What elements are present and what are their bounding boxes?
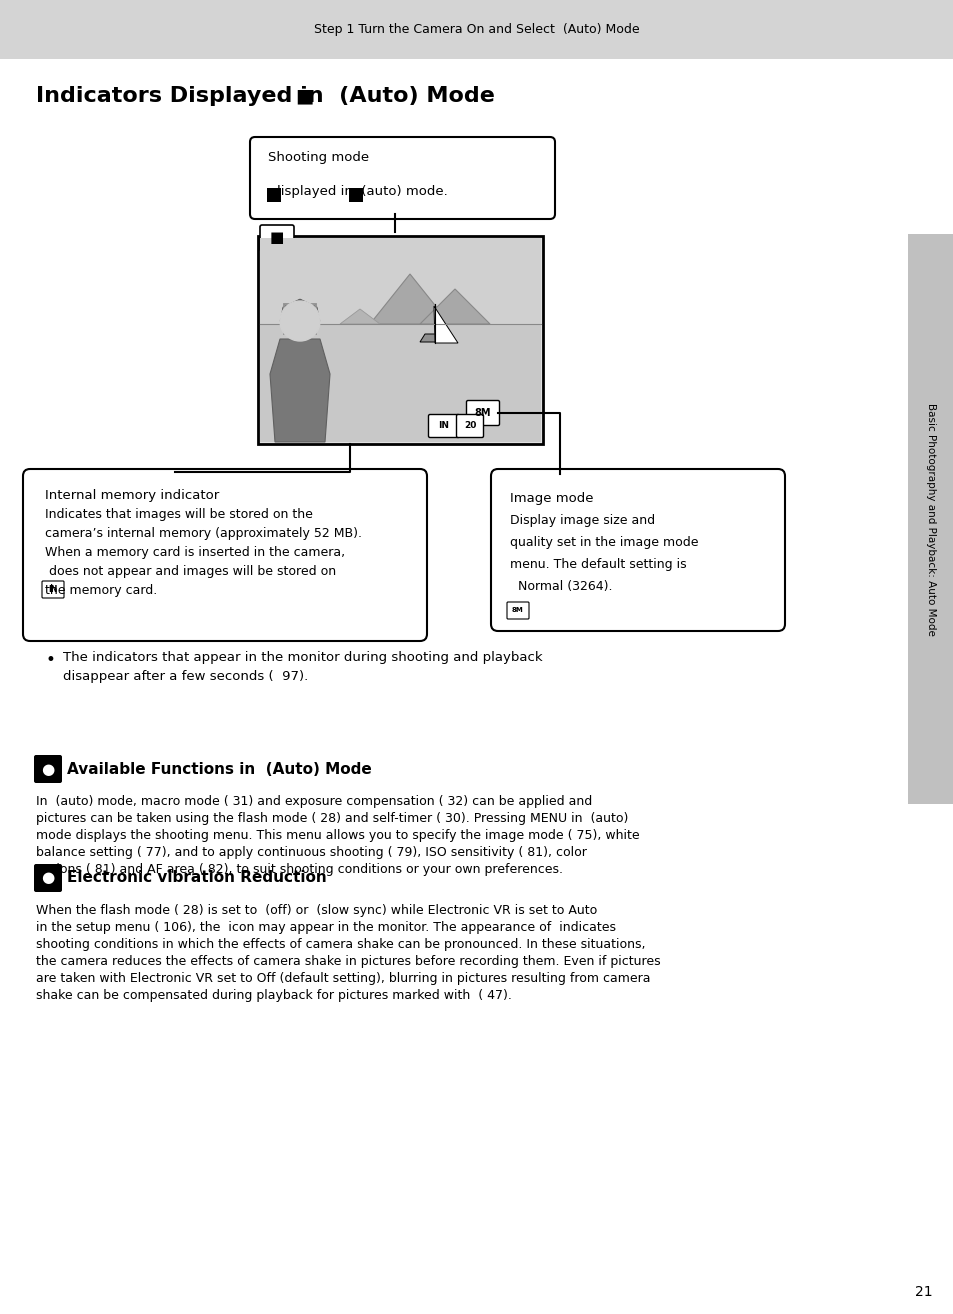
Text: displayed in  (auto) mode.: displayed in (auto) mode. bbox=[268, 185, 447, 198]
Polygon shape bbox=[280, 300, 319, 328]
Polygon shape bbox=[419, 289, 490, 325]
FancyBboxPatch shape bbox=[42, 581, 64, 598]
Text: shake can be compensated during playback for pictures marked with  ( 47).: shake can be compensated during playback… bbox=[36, 989, 512, 1003]
Polygon shape bbox=[434, 306, 457, 343]
Text: Display image size and: Display image size and bbox=[510, 514, 655, 527]
Text: Step 1 Turn the Camera On and Select  (Auto) Mode: Step 1 Turn the Camera On and Select (Au… bbox=[314, 24, 639, 37]
FancyBboxPatch shape bbox=[250, 137, 555, 219]
Text: pictures can be taken using the flash mode ( 28) and self-timer ( 30). Pressing : pictures can be taken using the flash mo… bbox=[36, 812, 628, 825]
Text: 21: 21 bbox=[914, 1285, 932, 1300]
Bar bbox=[260, 325, 540, 442]
FancyBboxPatch shape bbox=[34, 865, 62, 892]
Polygon shape bbox=[419, 334, 455, 342]
FancyBboxPatch shape bbox=[506, 602, 529, 619]
FancyBboxPatch shape bbox=[260, 225, 294, 251]
Text: 8M: 8M bbox=[512, 607, 523, 614]
Text: the camera reduces the effects of camera shake in pictures before recording them: the camera reduces the effects of camera… bbox=[36, 955, 659, 968]
Text: The indicators that appear in the monitor during shooting and playback: The indicators that appear in the monito… bbox=[63, 650, 542, 664]
Text: shooting conditions in which the effects of camera shake can be pronounced. In t: shooting conditions in which the effects… bbox=[36, 938, 645, 951]
Text: When the flash mode ( 28) is set to  (off) or  (slow sync) while Electronic VR i: When the flash mode ( 28) is set to (off… bbox=[36, 904, 597, 917]
FancyBboxPatch shape bbox=[267, 188, 281, 202]
FancyBboxPatch shape bbox=[428, 414, 459, 438]
Text: Shooting mode: Shooting mode bbox=[268, 151, 369, 163]
FancyBboxPatch shape bbox=[349, 188, 363, 202]
Text: mode displays the shooting menu. This menu allows you to specify the image mode : mode displays the shooting menu. This me… bbox=[36, 829, 639, 842]
Bar bbox=[0, 0, 953, 59]
Text: •: • bbox=[46, 650, 56, 669]
Text: 20: 20 bbox=[463, 422, 476, 431]
Bar bbox=[260, 238, 540, 325]
Text: ■: ■ bbox=[294, 87, 313, 105]
Text: camera’s internal memory (approximately 52 MB).: camera’s internal memory (approximately … bbox=[45, 527, 361, 540]
Text: are taken with Electronic VR set to Off (default setting), blurring in pictures : are taken with Electronic VR set to Off … bbox=[36, 972, 650, 986]
Text: Normal (3264).: Normal (3264). bbox=[510, 579, 612, 593]
FancyBboxPatch shape bbox=[34, 756, 62, 783]
Text: does not appear and images will be stored on: does not appear and images will be store… bbox=[45, 565, 335, 578]
Polygon shape bbox=[339, 309, 379, 325]
Text: disappear after a few seconds (  97).: disappear after a few seconds ( 97). bbox=[63, 670, 308, 683]
Text: options ( 81) and AF area ( 82), to suit shooting conditions or your own prefere: options ( 81) and AF area ( 82), to suit… bbox=[36, 863, 562, 876]
Bar bbox=[260, 325, 540, 442]
Text: Indicates that images will be stored on the: Indicates that images will be stored on … bbox=[45, 509, 313, 520]
FancyBboxPatch shape bbox=[456, 414, 483, 438]
Text: 8M: 8M bbox=[475, 409, 491, 418]
Text: Image mode: Image mode bbox=[510, 491, 593, 505]
Polygon shape bbox=[270, 339, 330, 442]
Text: ■: ■ bbox=[270, 230, 284, 246]
Text: ●: ● bbox=[41, 762, 54, 777]
Text: balance setting ( 77), and to apply continuous shooting ( 79), ISO sensitivity (: balance setting ( 77), and to apply cont… bbox=[36, 846, 586, 859]
Text: quality set in the image mode: quality set in the image mode bbox=[510, 536, 698, 549]
Circle shape bbox=[280, 301, 319, 342]
Text: the memory card.: the memory card. bbox=[45, 583, 157, 597]
Text: Indicators Displayed in  (Auto) Mode: Indicators Displayed in (Auto) Mode bbox=[36, 85, 495, 106]
Bar bbox=[284, 304, 315, 334]
Polygon shape bbox=[370, 275, 450, 325]
Text: IN: IN bbox=[438, 422, 449, 431]
Text: In  (auto) mode, macro mode ( 31) and exposure compensation ( 32) can be applied: In (auto) mode, macro mode ( 31) and exp… bbox=[36, 795, 592, 808]
FancyBboxPatch shape bbox=[466, 401, 499, 426]
Text: When a memory card is inserted in the camera,: When a memory card is inserted in the ca… bbox=[45, 547, 345, 558]
Text: menu. The default setting is: menu. The default setting is bbox=[510, 558, 686, 572]
Bar bbox=[907, 234, 953, 804]
Text: ●: ● bbox=[41, 870, 54, 886]
Text: Available Functions in  (Auto) Mode: Available Functions in (Auto) Mode bbox=[67, 762, 372, 777]
Text: Internal memory indicator: Internal memory indicator bbox=[45, 489, 219, 502]
Bar bbox=[257, 237, 542, 444]
Text: Basic Photography and Playback: Auto Mode: Basic Photography and Playback: Auto Mod… bbox=[925, 402, 935, 636]
Text: IN: IN bbox=[49, 585, 57, 594]
Text: Electronic vibration Reduction: Electronic vibration Reduction bbox=[67, 870, 327, 886]
FancyBboxPatch shape bbox=[491, 469, 784, 631]
FancyBboxPatch shape bbox=[23, 469, 427, 641]
Text: in the setup menu ( 106), the  icon may appear in the monitor. The appearance of: in the setup menu ( 106), the icon may a… bbox=[36, 921, 616, 934]
